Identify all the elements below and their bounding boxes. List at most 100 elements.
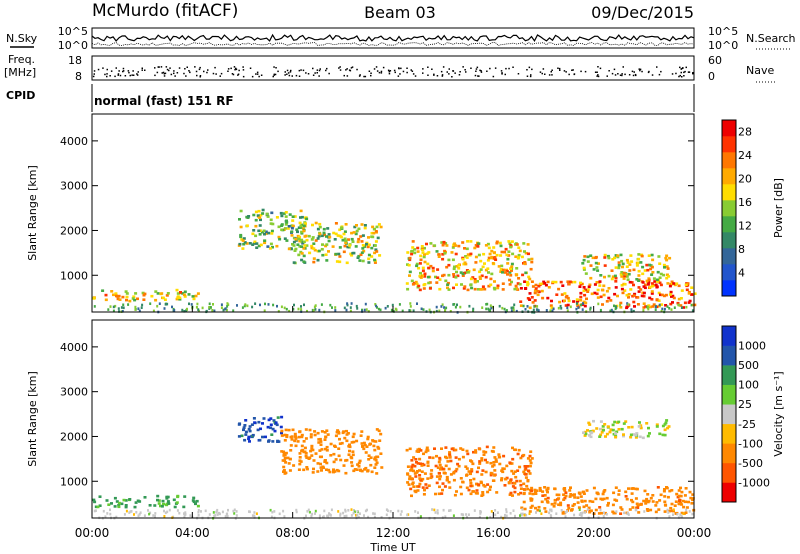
data-cell [116,297,120,301]
data-cell [270,433,274,436]
data-cell [540,512,543,515]
colorbar-swatch [722,443,736,464]
data-cell [297,307,300,311]
data-cell [323,233,326,237]
data-cell [665,486,668,489]
data-cell [425,242,428,246]
freq-point [235,67,237,70]
data-cell [613,511,617,515]
freq-point [370,72,372,74]
data-cell [492,286,496,290]
data-cell [375,250,379,253]
freq-point [110,70,113,72]
data-cell [408,475,412,478]
data-cell [135,511,138,514]
data-cell [366,469,370,473]
data-cell [310,454,314,457]
data-cell [494,458,498,461]
freq-point [129,74,131,77]
data-cell [294,247,298,251]
data-cell [244,419,248,422]
data-cell [564,511,567,514]
data-cell [427,484,431,487]
data-cell [412,485,416,488]
data-cell [122,498,126,502]
data-cell [489,277,493,281]
data-cell [344,241,348,244]
data-cell [377,223,381,226]
data-cell [398,303,401,306]
freq-point [117,74,119,76]
data-cell [276,439,280,443]
data-cell [338,437,341,441]
data-cell [195,306,198,309]
data-cell [437,253,441,256]
freq-point [412,73,415,75]
freq-point [477,75,479,77]
data-cell [324,253,328,256]
data-cell [632,300,636,304]
data-cell [104,298,108,302]
data-cell [572,503,576,506]
data-cell [519,300,523,303]
data-cell [124,504,128,507]
colorbar-swatch [722,136,736,153]
data-cell [357,465,361,468]
data-cell [360,430,364,433]
data-cell [246,304,249,308]
freq-point [433,73,435,76]
data-cell [278,512,281,516]
freq-label-1: Freq. [8,53,35,66]
data-cell [606,504,610,507]
data-cell [291,243,294,246]
freq-point [368,70,371,72]
data-cell [373,448,377,452]
data-cell [436,268,440,271]
colorbar-tick-label: 500 [738,359,759,372]
data-cell [557,287,561,291]
data-cell [256,214,260,217]
data-cell [440,466,443,469]
data-cell [373,251,377,255]
data-cell [192,496,196,500]
freq-point [679,66,681,69]
data-cell [407,483,411,486]
data-cell [545,488,549,492]
data-cell [470,460,474,463]
data-cell [191,295,195,298]
freq-point [131,74,133,76]
data-cell [373,244,377,247]
data-cell [300,444,304,448]
data-cell [480,274,484,278]
data-cell [668,284,672,288]
data-cell [544,283,548,287]
data-cell [609,309,612,313]
data-cell [242,426,246,429]
data-cell [599,497,603,501]
freq-point [651,74,654,76]
data-cell [302,224,306,228]
data-cell [414,475,418,478]
data-cell [273,510,276,513]
data-cell [503,250,507,254]
data-cell [120,306,123,309]
data-cell [605,432,609,436]
data-cell [420,274,424,277]
freq-point [233,66,236,68]
freq-point [273,74,275,76]
data-cell [622,433,625,436]
data-cell [271,245,274,249]
freq-point [542,68,545,70]
data-cell [322,227,326,231]
data-cell [337,252,341,256]
data-cell [630,281,634,284]
data-cell [319,440,323,443]
data-cell [539,282,543,286]
data-cell [648,263,651,267]
freq-point [316,72,318,74]
colorbar-swatch [722,326,736,346]
data-cell [289,444,293,447]
data-cell [498,455,502,459]
data-cell [271,440,275,443]
data-cell [528,472,532,475]
